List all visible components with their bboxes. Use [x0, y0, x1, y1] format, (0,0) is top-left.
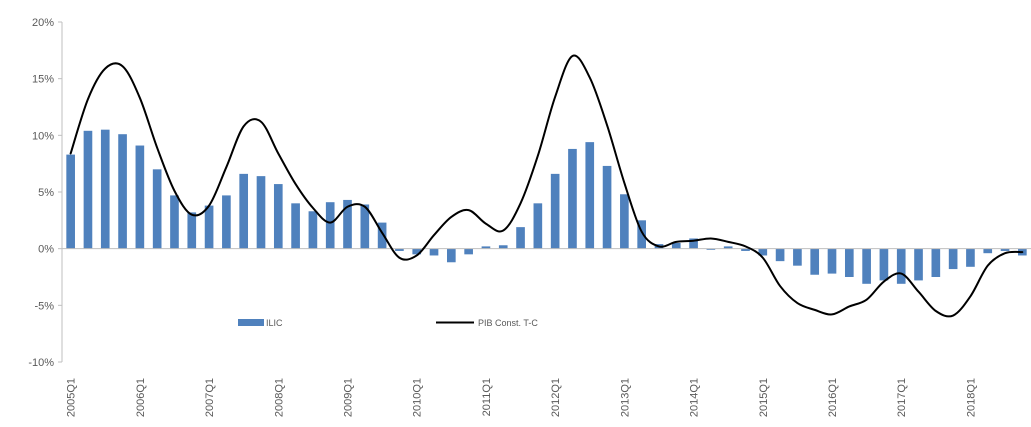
ilic-bar — [83, 130, 93, 249]
ilic-bar — [377, 222, 387, 249]
x-tick-label: 2013Q1 — [619, 378, 631, 417]
ilic-bar — [291, 203, 300, 249]
ilic-bar — [498, 245, 508, 249]
ilic-bar — [222, 195, 231, 249]
y-tick-label: 15% — [32, 74, 54, 86]
ilic-bar — [152, 169, 162, 249]
x-tick-label: 2008Q1 — [273, 378, 285, 417]
ilic-bar — [360, 204, 370, 249]
ilic-bar — [550, 173, 560, 249]
x-tick-label: 2018Q1 — [965, 378, 977, 417]
ilic-bar — [395, 248, 404, 251]
x-tick-label: 2012Q1 — [550, 378, 562, 417]
x-tick-label: 2016Q1 — [827, 378, 839, 417]
ilic-bar — [170, 195, 179, 249]
ilic-bar — [844, 248, 854, 277]
x-axis-tick-labels: 2005Q1 2006Q1 2007Q1 2008Q1 2009Q1 2010Q1 2011… — [66, 378, 978, 417]
ilic-bar — [568, 148, 577, 249]
x-tick-label: 2010Q1 — [412, 378, 424, 417]
x-tick-label: 2006Q1 — [135, 378, 147, 417]
x-tick-label: 2015Q1 — [758, 378, 770, 417]
ilic-bar — [239, 173, 249, 249]
ilic-bar — [637, 220, 646, 249]
ilic-bar — [585, 142, 595, 249]
ilic-bar — [723, 246, 733, 249]
ilic-bar — [879, 248, 889, 281]
ilic-bar — [118, 134, 127, 249]
x-tick-label: 2017Q1 — [896, 378, 908, 417]
ilic-bar — [793, 248, 802, 266]
y-tick-label: 20% — [32, 17, 54, 29]
ilic-bar — [481, 246, 491, 249]
x-tick-label: 2009Q1 — [343, 378, 355, 417]
ilic-bar — [464, 248, 473, 255]
ilic-bar — [983, 248, 993, 254]
y-axis-tick-labels: 20% 15% 10% 5% 0% -5% -10% — [28, 17, 62, 369]
ilic-bar — [827, 248, 837, 274]
ilic-bar — [914, 248, 923, 281]
ilic-bars — [66, 129, 1027, 284]
ilic-bar — [948, 248, 958, 270]
ilic-bar — [896, 248, 906, 284]
ilic-bar — [741, 248, 750, 251]
ilic-bar — [135, 145, 145, 249]
ilic-bar — [602, 165, 612, 249]
ilic-bar — [533, 203, 543, 249]
y-tick-label: 5% — [38, 187, 54, 199]
ilic-bar — [187, 212, 197, 249]
ilic-bar — [429, 248, 439, 256]
x-tick-label: 2014Q1 — [689, 378, 701, 417]
x-tick-label: 2007Q1 — [204, 378, 216, 417]
pib-line — [69, 54, 1024, 318]
x-tick-label: 2011Q1 — [481, 378, 493, 416]
ilic-bar — [516, 227, 525, 249]
ilic-bar — [273, 184, 283, 249]
ilic-bar — [671, 243, 681, 249]
ilic-bar — [810, 248, 820, 275]
ilic-bar — [204, 205, 214, 249]
ilic-bar — [706, 248, 716, 250]
ilic-bar — [308, 211, 318, 249]
legend-ilic-label: ILIC — [266, 318, 283, 328]
ilic-bar — [966, 248, 975, 267]
y-tick-label: 0% — [38, 244, 54, 256]
ilic-bar — [412, 248, 422, 255]
x-tick-label: 2005Q1 — [66, 378, 78, 417]
ilic-bar — [447, 248, 456, 263]
ilic-bar — [931, 248, 941, 277]
y-tick-label: 10% — [32, 130, 54, 142]
ilic-bar — [100, 129, 110, 249]
y-tick-label: -5% — [34, 300, 54, 312]
legend: ILIC PIB Const. T-C — [238, 318, 538, 328]
legend-pib-label: PIB Const. T-C — [478, 318, 538, 328]
ilic-bar — [66, 154, 75, 249]
ilic-bar — [343, 199, 352, 249]
ilic-bar — [775, 248, 785, 262]
legend-ilic-swatch — [238, 319, 264, 326]
y-tick-label: -10% — [28, 357, 54, 369]
ilic-bar — [620, 194, 629, 249]
ilic-bar — [325, 202, 335, 249]
ilic-bar — [862, 248, 871, 284]
ilic-bar — [256, 176, 266, 249]
ilic-bar — [689, 238, 698, 249]
ilic-bar — [1000, 248, 1010, 251]
ilic-bar — [758, 248, 768, 256]
